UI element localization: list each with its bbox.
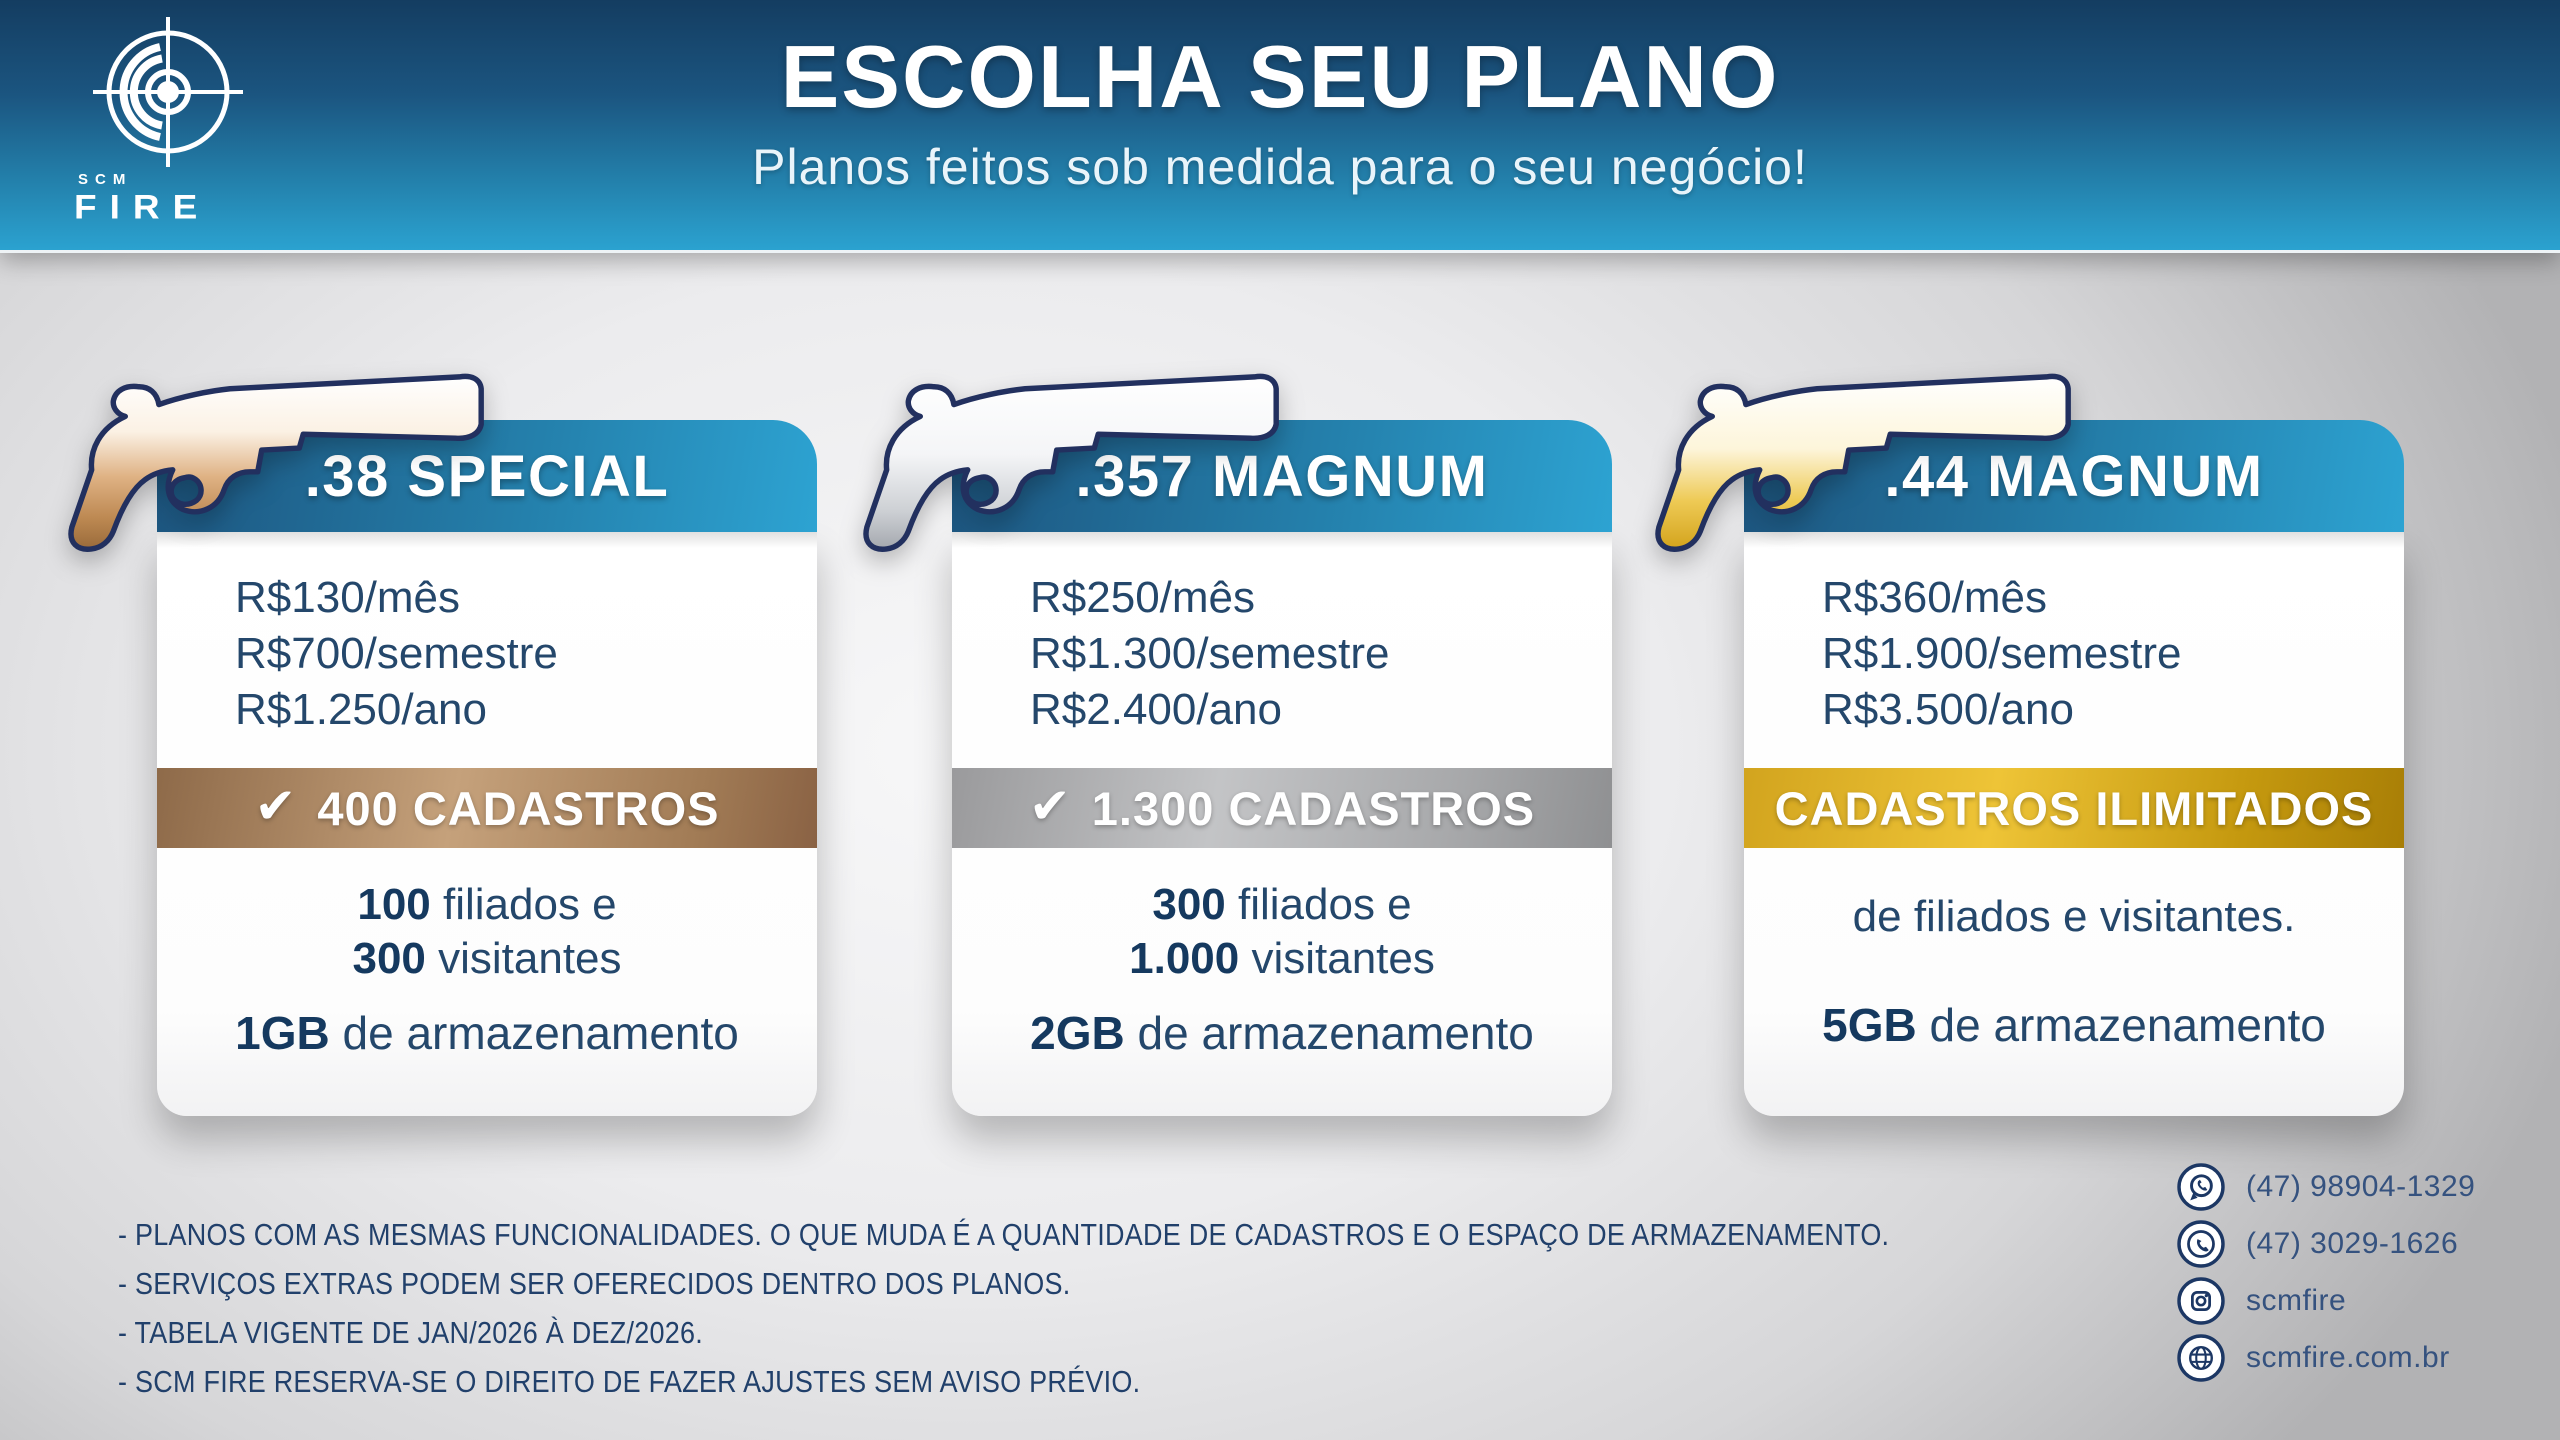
registrations-label: 400 CADASTROS (317, 781, 720, 835)
contact-instagram[interactable]: scmfire (2176, 1272, 2475, 1329)
whatsapp-icon (2177, 1162, 2225, 1211)
price-year: R$3.500/ano (1822, 685, 2074, 734)
plan-body: R$250/mês R$1.300/semestre R$2.400/ano ✔… (952, 532, 1612, 1116)
plan-name: .357 MAGNUM (1075, 443, 1489, 509)
contact-label: scmfire.com.br (2246, 1340, 2450, 1374)
price-semester: R$1.900/semestre (1822, 629, 2182, 678)
plan-card-38-special: .38 SPECIAL R$130/mês R$700/semestre R$1… (157, 420, 817, 1116)
registrations-band: CADASTROS ILIMITADOS (1744, 768, 2404, 848)
contact-phone[interactable]: (47) 3029-1626 (2176, 1215, 2475, 1272)
phone-icon (2177, 1219, 2225, 1268)
price-list: R$130/mês R$700/semestre R$1.250/ano (157, 532, 817, 768)
feature-storage: 1GB de armazenamento (235, 1007, 739, 1059)
contact-label: scmfire (2246, 1283, 2347, 1317)
footnote-line: - TABELA VIGENTE DE JAN/2026 À DEZ/2026. (118, 1315, 704, 1350)
crosshair-logo-icon (93, 17, 243, 167)
revolver-bronze-icon (62, 345, 497, 563)
footnotes: - PLANOS COM AS MESMAS FUNCIONALIDADES. … (118, 1210, 2154, 1406)
revolver-gold-icon (1649, 345, 2084, 563)
price-month: R$360/mês (1822, 573, 2048, 622)
check-icon: ✔ (254, 778, 298, 834)
price-month: R$250/mês (1030, 573, 1256, 622)
contact-list: (47) 98904-1329 (47) 3029-1626 scmfire (2176, 1158, 2475, 1386)
price-year: R$2.400/ano (1030, 685, 1282, 734)
footnote-line: - SERVIÇOS EXTRAS PODEM SER OFERECIDOS D… (118, 1266, 1071, 1301)
feature-members: 100 filiados e (357, 880, 617, 929)
globe-icon (2177, 1333, 2225, 1382)
feature-visitors: 1.000 visitantes (1129, 934, 1435, 983)
plan-banner: .357 MAGNUM (952, 420, 1612, 532)
plan-features: de filiados e visitantes. 5GB de armazen… (1744, 848, 2404, 1054)
plan-features: 300 filiados e 1.000 visitantes 2GB de a… (952, 848, 1612, 1062)
contact-website[interactable]: scmfire.com.br (2176, 1329, 2475, 1386)
price-semester: R$700/semestre (235, 629, 558, 678)
brand-logo: SCM FIRE (62, 14, 292, 227)
contact-label: (47) 3029-1626 (2246, 1226, 2459, 1260)
header-band: SCM FIRE ESCOLHA SEU PLANO Planos feitos… (0, 0, 2560, 253)
price-list: R$360/mês R$1.900/semestre R$3.500/ano (1744, 532, 2404, 768)
contact-label: (47) 98904-1329 (2246, 1169, 2476, 1203)
registrations-label: 1.300 CADASTROS (1091, 781, 1536, 835)
revolver-silver-icon (857, 345, 1292, 563)
feature-storage: 2GB de armazenamento (1030, 1007, 1534, 1059)
footnote-line: - PLANOS COM AS MESMAS FUNCIONALIDADES. … (118, 1217, 1890, 1252)
plan-body: R$130/mês R$700/semestre R$1.250/ano ✔ 4… (157, 532, 817, 1116)
price-month: R$130/mês (235, 573, 461, 622)
feature-members: 300 filiados e (1152, 880, 1412, 929)
brand-scm-label: SCM (78, 171, 133, 188)
check-icon: ✔ (1028, 778, 1072, 834)
plan-card-357-magnum: .357 MAGNUM R$250/mês R$1.300/semestre R… (952, 420, 1612, 1116)
brand-fire-label: FIRE (74, 188, 211, 226)
registrations-band: ✔ 400 CADASTROS (157, 768, 817, 848)
plan-name: .44 MAGNUM (1884, 443, 2264, 509)
contact-whatsapp[interactable]: (47) 98904-1329 (2176, 1158, 2475, 1215)
registrations-band: ✔ 1.300 CADASTROS (952, 768, 1612, 848)
price-year: R$1.250/ano (235, 685, 487, 734)
feature-unlimited: de filiados e visitantes. (1852, 892, 2296, 941)
feature-visitors: 300 visitantes (352, 934, 622, 983)
page-title: ESCOLHA SEU PLANO (780, 27, 1780, 126)
plan-name: .38 SPECIAL (304, 443, 670, 509)
feature-storage: 5GB de armazenamento (1822, 999, 2326, 1051)
plan-features: 100 filiados e 300 visitantes 1GB de arm… (157, 848, 817, 1062)
plan-body: R$360/mês R$1.900/semestre R$3.500/ano C… (1744, 532, 2404, 1116)
registrations-label: CADASTROS ILIMITADOS (1774, 781, 2374, 835)
plan-card-44-magnum: .44 MAGNUM R$360/mês R$1.900/semestre R$… (1744, 420, 2404, 1116)
instagram-icon (2177, 1276, 2225, 1325)
page-subtitle: Planos feitos sob medida para o seu negó… (752, 139, 1808, 195)
price-list: R$250/mês R$1.300/semestre R$2.400/ano (952, 532, 1612, 768)
price-semester: R$1.300/semestre (1030, 629, 1390, 678)
footnote-line: - SCM FIRE RESERVA-SE O DIREITO DE FAZER… (118, 1364, 1141, 1399)
